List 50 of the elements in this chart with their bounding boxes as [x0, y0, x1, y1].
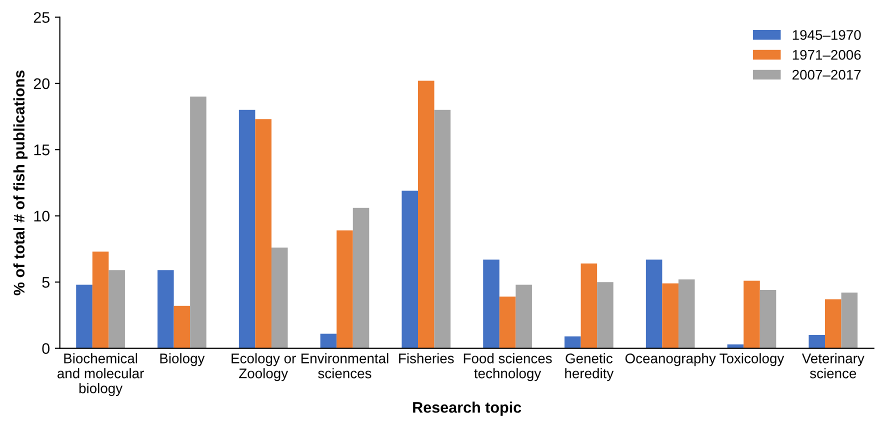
y-tick-label: 10	[34, 210, 50, 222]
x-tick-label: Fisheries	[399, 353, 454, 364]
bar	[158, 270, 174, 348]
x-tick-label: Ecology or Zoology	[232, 353, 296, 382]
bar	[646, 260, 662, 348]
bar	[434, 110, 451, 348]
y-tick-label: 0	[42, 343, 50, 354]
bar	[402, 190, 418, 348]
legend-label: 1971–2006	[792, 50, 861, 60]
bar	[255, 119, 272, 348]
bar	[580, 264, 598, 348]
bar	[174, 306, 190, 348]
bar	[320, 334, 337, 348]
bar	[92, 252, 109, 348]
legend-label: 1945–1970	[792, 30, 861, 40]
x-tick-label: Environmental sciences	[301, 353, 388, 378]
bar	[597, 282, 614, 348]
bar	[418, 80, 434, 348]
bar	[499, 296, 516, 348]
x-tick-label: Genetic heredity	[565, 353, 614, 382]
bar	[108, 270, 125, 348]
x-axis-title: Research topic	[413, 402, 522, 416]
x-tick-label: Toxicology	[720, 353, 784, 366]
x-tick-label: Food sciences technology	[464, 353, 552, 382]
x-tick-label: Biology	[160, 353, 205, 366]
bar	[564, 336, 581, 348]
y-tick-label: 15	[34, 144, 50, 156]
x-tick-label: Oceanography	[625, 353, 716, 366]
bar	[841, 292, 858, 348]
bar	[238, 110, 256, 348]
y-axis-title: % of total # of fish publications	[13, 70, 28, 296]
y-tick-label: 25	[34, 12, 50, 23]
y-tick-label: 5	[42, 277, 50, 288]
bar	[190, 96, 206, 348]
x-tick-label: Biochemical and molecular biology	[58, 353, 144, 396]
bar	[808, 335, 825, 348]
bar	[483, 260, 500, 348]
bar	[760, 290, 776, 348]
bar	[744, 280, 760, 348]
bar	[336, 230, 353, 348]
legend-label: 2007–2017	[792, 70, 861, 80]
bar	[76, 284, 92, 348]
bar	[662, 283, 678, 348]
bar	[352, 208, 370, 348]
bar	[678, 279, 695, 348]
y-tick-label: 20	[34, 78, 50, 90]
bar	[516, 284, 532, 348]
x-tick-label: Veterinary science	[802, 353, 864, 378]
bar	[825, 299, 842, 348]
bar	[271, 248, 288, 348]
